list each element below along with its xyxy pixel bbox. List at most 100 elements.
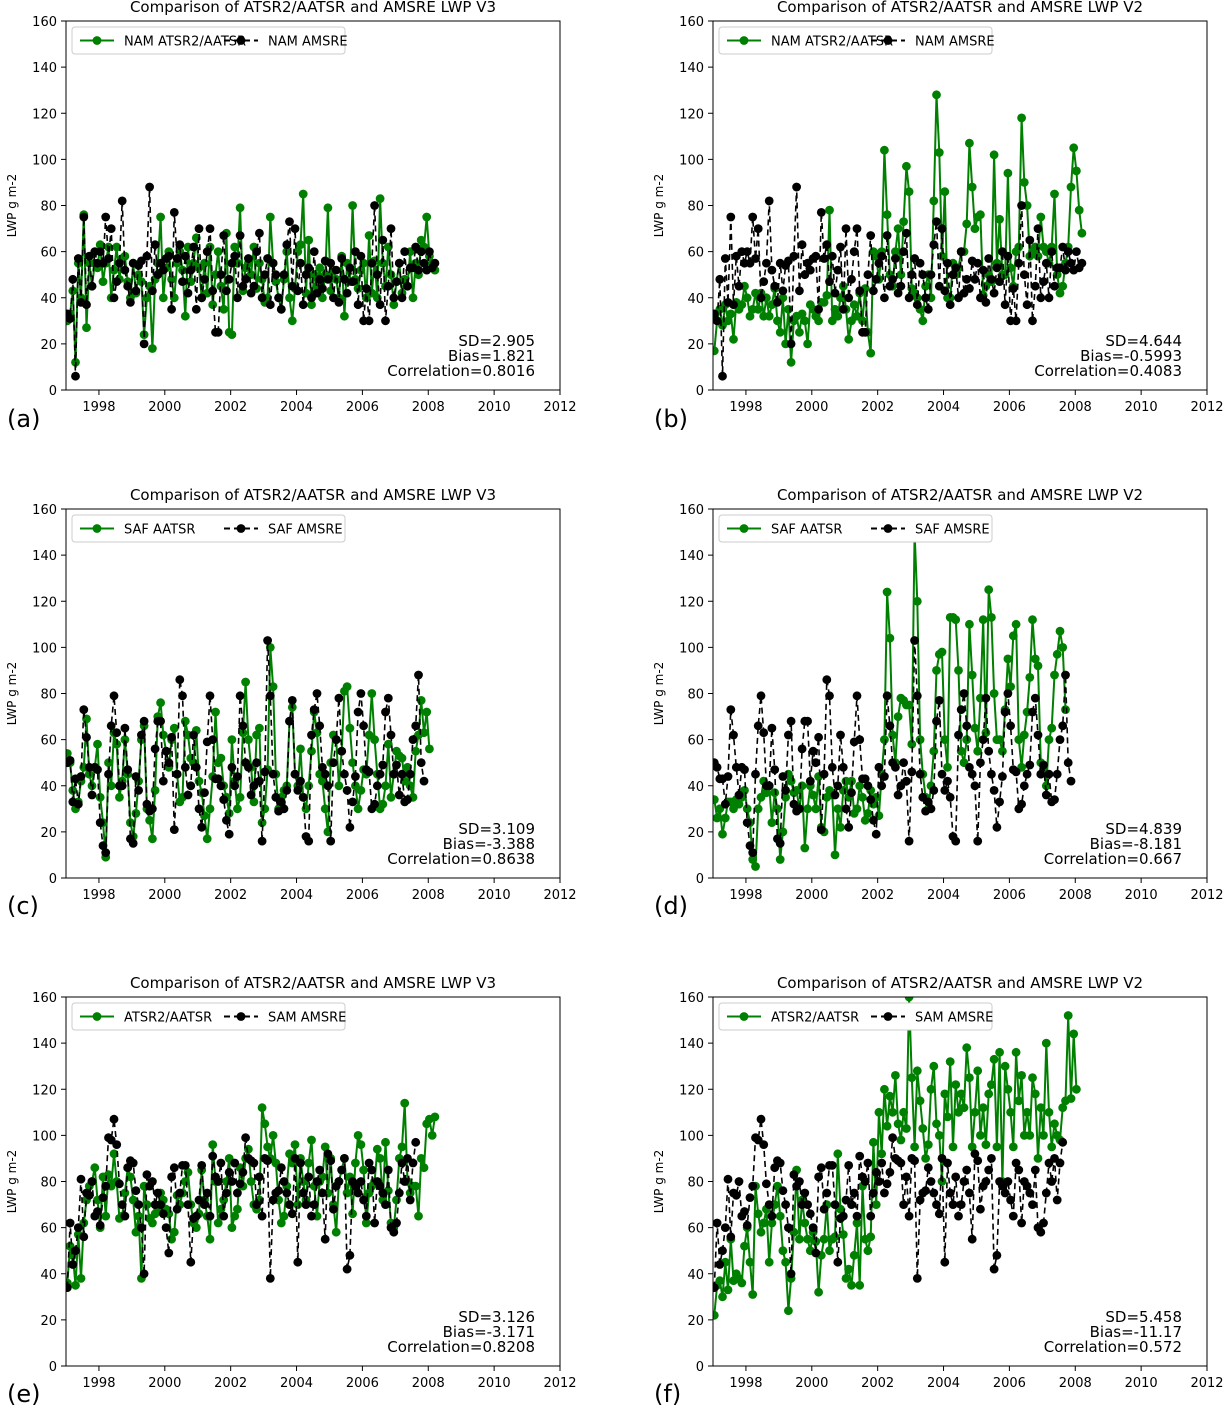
data-point xyxy=(869,1188,878,1198)
data-point xyxy=(101,1211,111,1221)
data-point xyxy=(723,1174,733,1184)
data-point xyxy=(827,762,837,772)
data-point xyxy=(76,1274,86,1283)
data-point xyxy=(989,1264,999,1274)
data-point xyxy=(68,274,78,284)
data-point xyxy=(139,716,149,726)
data-point xyxy=(713,1283,719,1292)
data-point xyxy=(1052,1195,1062,1205)
data-point xyxy=(397,293,407,303)
data-point xyxy=(844,1264,854,1274)
data-point xyxy=(378,760,388,770)
data-point xyxy=(822,291,832,300)
data-point xyxy=(359,721,368,731)
y-tick-label: 20 xyxy=(40,338,57,353)
legend-swatch-marker xyxy=(236,524,246,533)
data-point xyxy=(742,247,752,256)
data-point xyxy=(967,1142,977,1152)
data-point xyxy=(1044,293,1054,303)
data-point xyxy=(326,258,336,268)
data-point xyxy=(353,804,363,814)
data-point xyxy=(929,196,939,206)
data-point xyxy=(1017,113,1026,123)
data-point xyxy=(811,758,821,768)
x-tick-label: 2000 xyxy=(795,400,828,415)
data-point xyxy=(403,795,412,804)
data-point xyxy=(178,265,187,275)
data-point xyxy=(847,1280,856,1290)
y-axis-label: LWP g m-2 xyxy=(652,1150,666,1214)
data-point xyxy=(948,270,958,280)
data-point xyxy=(276,1163,286,1173)
data-point xyxy=(386,730,396,740)
legend: SAF AATSR SAF AMSRE xyxy=(71,514,346,543)
data-point xyxy=(227,258,237,268)
data-point xyxy=(937,224,947,234)
data-point xyxy=(1033,224,1043,234)
data-point xyxy=(1025,1131,1035,1140)
data-point xyxy=(713,813,722,823)
data-point xyxy=(745,1257,755,1267)
y-axis-label: LWP g m-2 xyxy=(5,662,19,726)
stats-annotation: Correlation=0.8208 xyxy=(387,1338,535,1356)
data-point xyxy=(923,797,933,807)
data-point xyxy=(200,258,209,268)
data-point xyxy=(1003,654,1013,664)
data-point xyxy=(202,1188,212,1198)
data-point xyxy=(375,1154,385,1163)
series-group xyxy=(713,1114,1068,1292)
data-point xyxy=(224,829,234,839)
data-point xyxy=(803,339,812,349)
data-point xyxy=(866,348,876,358)
x-tick-label: 1998 xyxy=(82,1376,115,1391)
data-point xyxy=(973,1066,983,1076)
chart-panel: Comparison of ATSR2/AATSR and AMSRE LWP … xyxy=(652,0,1224,433)
data-point xyxy=(795,1177,804,1186)
data-point xyxy=(180,311,190,321)
data-point xyxy=(871,1167,881,1177)
data-point xyxy=(235,203,245,213)
data-point xyxy=(1069,1029,1079,1039)
data-point xyxy=(158,730,168,740)
data-point xyxy=(893,224,903,234)
x-tick-label: 2002 xyxy=(214,888,247,903)
x-tick-label: 2002 xyxy=(861,888,894,903)
y-tick-label: 160 xyxy=(32,15,57,30)
data-point xyxy=(1058,1103,1068,1113)
data-point xyxy=(882,587,892,597)
data-point xyxy=(943,1158,952,1168)
data-point xyxy=(893,288,903,298)
legend-label: SAF AATSR xyxy=(771,523,842,538)
data-point xyxy=(808,746,818,756)
data-point xyxy=(860,327,870,337)
data-point xyxy=(1039,1131,1048,1140)
data-point xyxy=(819,769,829,779)
data-point xyxy=(729,300,738,310)
legend: SAF AATSR SAF AMSRE xyxy=(718,514,993,543)
data-point xyxy=(1008,284,1018,293)
data-point xyxy=(940,1089,950,1099)
data-point xyxy=(123,765,133,774)
data-point xyxy=(951,1172,961,1182)
data-point xyxy=(753,224,763,234)
data-point xyxy=(66,1283,72,1292)
data-point xyxy=(125,298,135,307)
data-point xyxy=(323,1149,333,1159)
data-point xyxy=(915,1195,925,1205)
legend-box xyxy=(71,26,346,55)
data-point xyxy=(348,797,357,807)
data-point xyxy=(888,1107,897,1117)
legend-swatch-marker xyxy=(883,36,893,45)
legend-label: ATSR2/AATSR xyxy=(124,1011,212,1026)
x-tick-label: 2000 xyxy=(795,1376,828,1391)
data-point xyxy=(912,1274,922,1283)
data-point xyxy=(296,744,305,754)
data-point xyxy=(307,730,316,740)
data-point xyxy=(759,1218,769,1228)
data-point xyxy=(976,758,985,768)
data-point xyxy=(342,682,352,691)
data-point xyxy=(359,1195,368,1205)
data-point xyxy=(383,1165,393,1175)
data-point xyxy=(285,293,294,303)
data-point xyxy=(726,1232,736,1242)
